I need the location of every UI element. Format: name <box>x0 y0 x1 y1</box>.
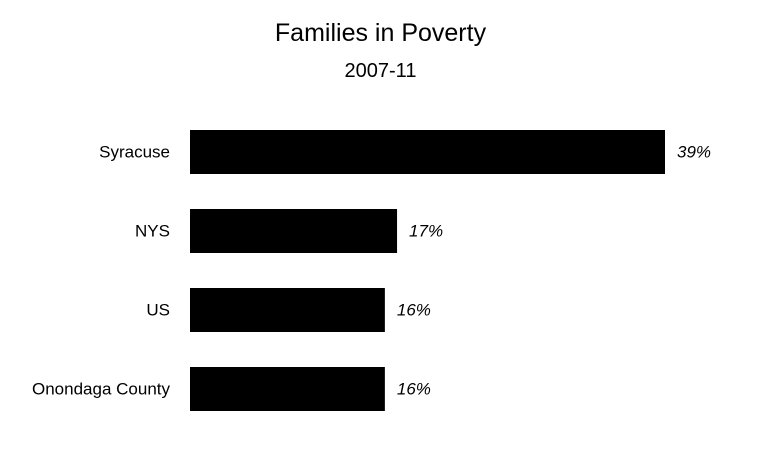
bar-us <box>190 288 385 332</box>
category-label: Syracuse <box>99 143 170 162</box>
category-label: US <box>146 301 170 320</box>
value-label: 17% <box>409 222 443 241</box>
category-label: NYS <box>135 222 170 241</box>
chart-subtitle: 2007-11 <box>344 60 417 82</box>
value-label: 16% <box>397 380 431 399</box>
bar-nys <box>190 209 398 253</box>
bar-onondaga-county <box>190 367 385 411</box>
bar-syracuse <box>190 130 665 174</box>
value-label: 16% <box>397 301 431 320</box>
chart-title: Families in Poverty <box>274 19 487 47</box>
category-label: Onondaga County <box>32 380 170 399</box>
value-label: 39% <box>677 143 711 162</box>
